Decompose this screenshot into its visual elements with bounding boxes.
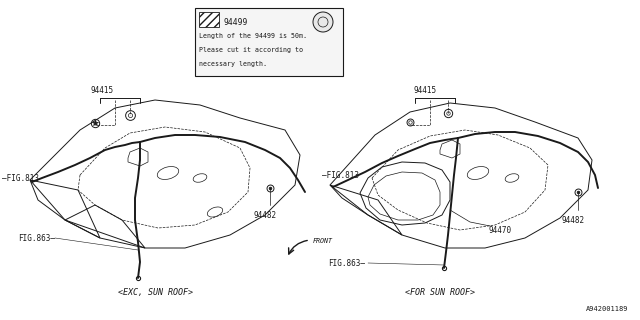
Text: necessary length.: necessary length. <box>199 61 267 67</box>
Text: 94482: 94482 <box>253 211 276 220</box>
Text: <EXC, SUN ROOF>: <EXC, SUN ROOF> <box>118 288 193 297</box>
Text: FRONT: FRONT <box>313 238 333 244</box>
Text: 94482: 94482 <box>561 216 584 225</box>
Text: —FIG.813: —FIG.813 <box>2 173 39 182</box>
Text: FIG.863—: FIG.863— <box>328 259 365 268</box>
Bar <box>199 12 219 27</box>
Text: 94499: 94499 <box>223 18 248 27</box>
Bar <box>195 8 343 76</box>
Text: 94415: 94415 <box>90 86 113 95</box>
Text: Length of the 94499 is 50m.: Length of the 94499 is 50m. <box>199 33 307 39</box>
Circle shape <box>313 12 333 32</box>
Text: FIG.863—: FIG.863— <box>18 234 55 243</box>
Text: —FIG.813: —FIG.813 <box>322 171 359 180</box>
Text: Please cut it according to: Please cut it according to <box>199 47 303 53</box>
Text: 94470: 94470 <box>488 226 511 235</box>
Text: <FOR SUN ROOF>: <FOR SUN ROOF> <box>405 288 475 297</box>
Text: 94415: 94415 <box>413 86 436 95</box>
Text: A942001189: A942001189 <box>586 306 628 312</box>
